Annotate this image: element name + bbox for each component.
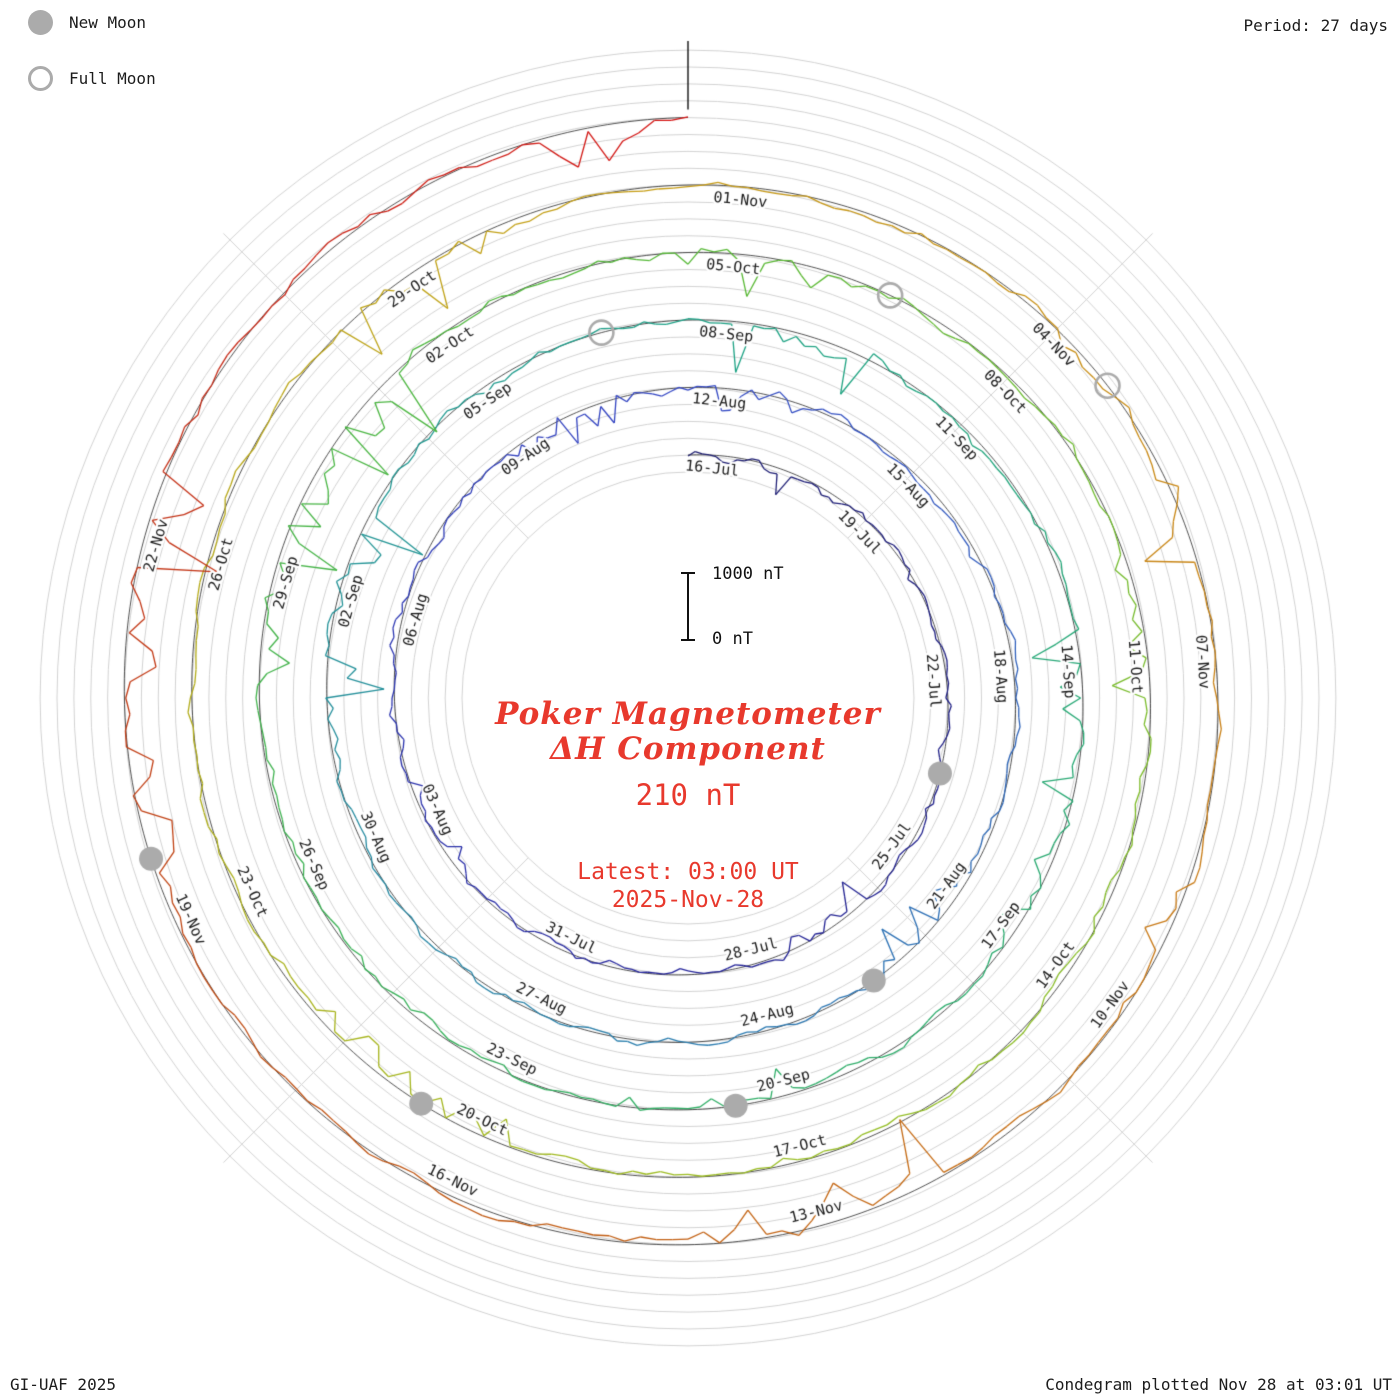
new-moon-icon xyxy=(28,9,53,35)
current-value: 210 nT xyxy=(635,778,741,812)
plotted-timestamp-label: Condegram plotted Nov 28 at 03:01 UT xyxy=(1045,1375,1392,1394)
latest-time-label: Latest: 03:00 UT xyxy=(577,859,799,885)
latest-date-label: 2025-Nov-28 xyxy=(611,887,765,913)
full-moon-icon xyxy=(28,65,53,91)
legend-full-moon-row: Full Moon xyxy=(28,64,156,92)
legend-full-moon-label: Full Moon xyxy=(69,68,156,88)
legend-new-moon-label: New Moon xyxy=(69,12,147,32)
scale-bar-glyph xyxy=(681,572,695,641)
scale-top-label: 1000 nT xyxy=(712,564,784,584)
moon-legend: New Moon Full Moon xyxy=(28,8,156,120)
legend-new-moon-row: New Moon xyxy=(28,8,156,36)
scale-bottom-label: 0 nT xyxy=(712,629,753,649)
credit-label: GI-UAF 2025 xyxy=(10,1375,116,1394)
scale-bar xyxy=(679,570,697,648)
period-label: Period: 27 days xyxy=(1243,16,1389,35)
chart-title-line2: ΔH Component xyxy=(550,731,826,767)
chart-title-line1: Poker Magnetometer xyxy=(495,696,881,732)
